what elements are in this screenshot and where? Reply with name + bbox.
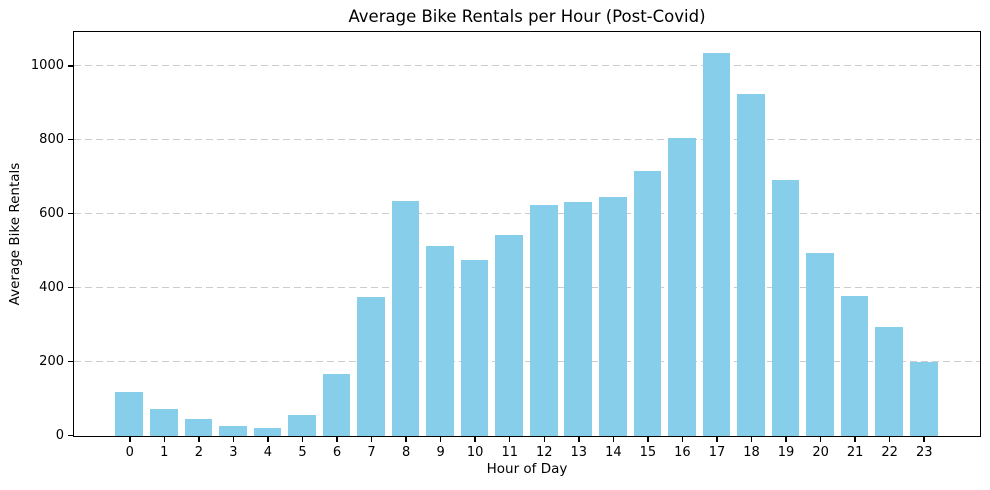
gridline-y-1000	[74, 64, 980, 66]
x-tick-mark	[854, 437, 856, 442]
x-tick-label-18: 18	[743, 445, 760, 460]
x-tick-mark	[750, 437, 753, 442]
x-tick-mark	[578, 437, 580, 442]
bar-hour-14	[599, 197, 627, 436]
y-tick-mark	[68, 212, 73, 215]
x-tick-label-22: 22	[881, 445, 898, 460]
x-tick-mark	[716, 437, 718, 442]
x-tick-mark	[681, 437, 684, 442]
bar-hour-8	[391, 201, 420, 436]
x-tick-mark	[405, 437, 407, 442]
chart-title: Average Bike Rentals per Hour (Post-Covi…	[348, 7, 706, 26]
y-tick-label-0: 0	[55, 428, 64, 443]
bar-hour-1	[149, 408, 178, 436]
bar-hour-23	[909, 362, 938, 436]
x-tick-mark	[439, 437, 442, 442]
x-tick-label-15: 15	[639, 445, 657, 460]
x-tick-label-8: 8	[401, 445, 411, 460]
bar-hour-9	[426, 246, 454, 436]
gridline-y-400	[74, 286, 980, 288]
x-tick-mark	[198, 437, 200, 442]
bar-hour-15	[633, 170, 662, 436]
x-tick-label-6: 6	[332, 445, 342, 460]
bar-hour-11	[495, 234, 524, 436]
bar-hour-2	[184, 418, 213, 436]
x-tick-label-7: 7	[367, 445, 376, 460]
bar-hour-17	[702, 52, 731, 436]
x-tick-label-10: 10	[466, 445, 484, 460]
x-axis-label: Hour of Day	[486, 461, 568, 477]
x-tick-label-9: 9	[436, 445, 445, 460]
bar-hour-5	[288, 414, 316, 436]
x-tick-label-20: 20	[812, 445, 829, 460]
y-tick-mark	[68, 286, 73, 289]
x-tick-mark	[647, 437, 649, 442]
x-tick-mark	[474, 437, 476, 442]
x-tick-mark	[612, 437, 615, 442]
x-tick-label-17: 17	[708, 445, 726, 460]
y-tick-mark	[68, 65, 73, 67]
x-tick-label-21: 21	[846, 445, 864, 460]
x-tick-mark	[267, 437, 269, 442]
bar-hour-6	[322, 373, 351, 436]
bar-hour-21	[840, 296, 869, 436]
bar-hour-20	[806, 253, 834, 436]
y-tick-label-200: 200	[39, 354, 64, 370]
x-tick-label-4: 4	[263, 445, 273, 460]
x-tick-label-19: 19	[777, 445, 795, 460]
bar-hour-18	[737, 94, 765, 436]
x-tick-label-2: 2	[194, 445, 203, 460]
x-tick-label-1: 1	[160, 445, 169, 460]
x-tick-mark	[163, 437, 166, 442]
y-tick-mark	[68, 434, 73, 437]
bar-hour-22	[875, 326, 903, 436]
y-tick-label-600: 600	[39, 206, 64, 222]
x-tick-mark	[370, 437, 373, 442]
x-tick-label-12: 12	[535, 445, 553, 460]
y-tick-mark	[68, 138, 73, 141]
x-tick-mark	[543, 437, 546, 442]
x-tick-label-3: 3	[229, 445, 238, 460]
x-tick-mark	[232, 437, 235, 442]
x-tick-label-14: 14	[605, 445, 622, 460]
gridline-y-800	[74, 138, 980, 140]
x-tick-mark	[819, 437, 822, 442]
x-tick-mark	[301, 437, 304, 442]
bar-hour-10	[460, 259, 489, 436]
x-tick-mark	[923, 437, 925, 442]
bar-hour-3	[219, 426, 247, 436]
x-tick-mark	[888, 437, 891, 442]
bar-hour-0	[115, 392, 144, 436]
y-tick-label-800: 800	[39, 132, 64, 148]
y-tick-label-1000: 1000	[30, 58, 64, 74]
x-tick-label-23: 23	[915, 445, 933, 460]
x-tick-mark	[129, 437, 131, 442]
x-tick-label-5: 5	[298, 445, 307, 460]
y-tick-label-400: 400	[39, 280, 64, 296]
x-tick-label-13: 13	[570, 445, 588, 460]
gridline-y-600	[74, 212, 980, 214]
bar-hour-12	[529, 205, 558, 436]
bar-hour-13	[564, 201, 593, 436]
bar-hour-7	[357, 296, 385, 436]
plot-area	[73, 31, 981, 437]
gridline-y-200	[74, 360, 980, 362]
y-tick-mark	[68, 360, 73, 363]
bar-hour-16	[668, 137, 696, 436]
bar-hour-19	[771, 179, 800, 436]
x-tick-mark	[336, 437, 338, 442]
x-tick-label-11: 11	[501, 445, 518, 460]
bar-hour-4	[253, 428, 282, 436]
x-tick-mark	[508, 437, 511, 442]
x-tick-label-0: 0	[125, 445, 134, 460]
x-tick-mark	[785, 437, 787, 442]
x-tick-label-16: 16	[674, 445, 691, 460]
